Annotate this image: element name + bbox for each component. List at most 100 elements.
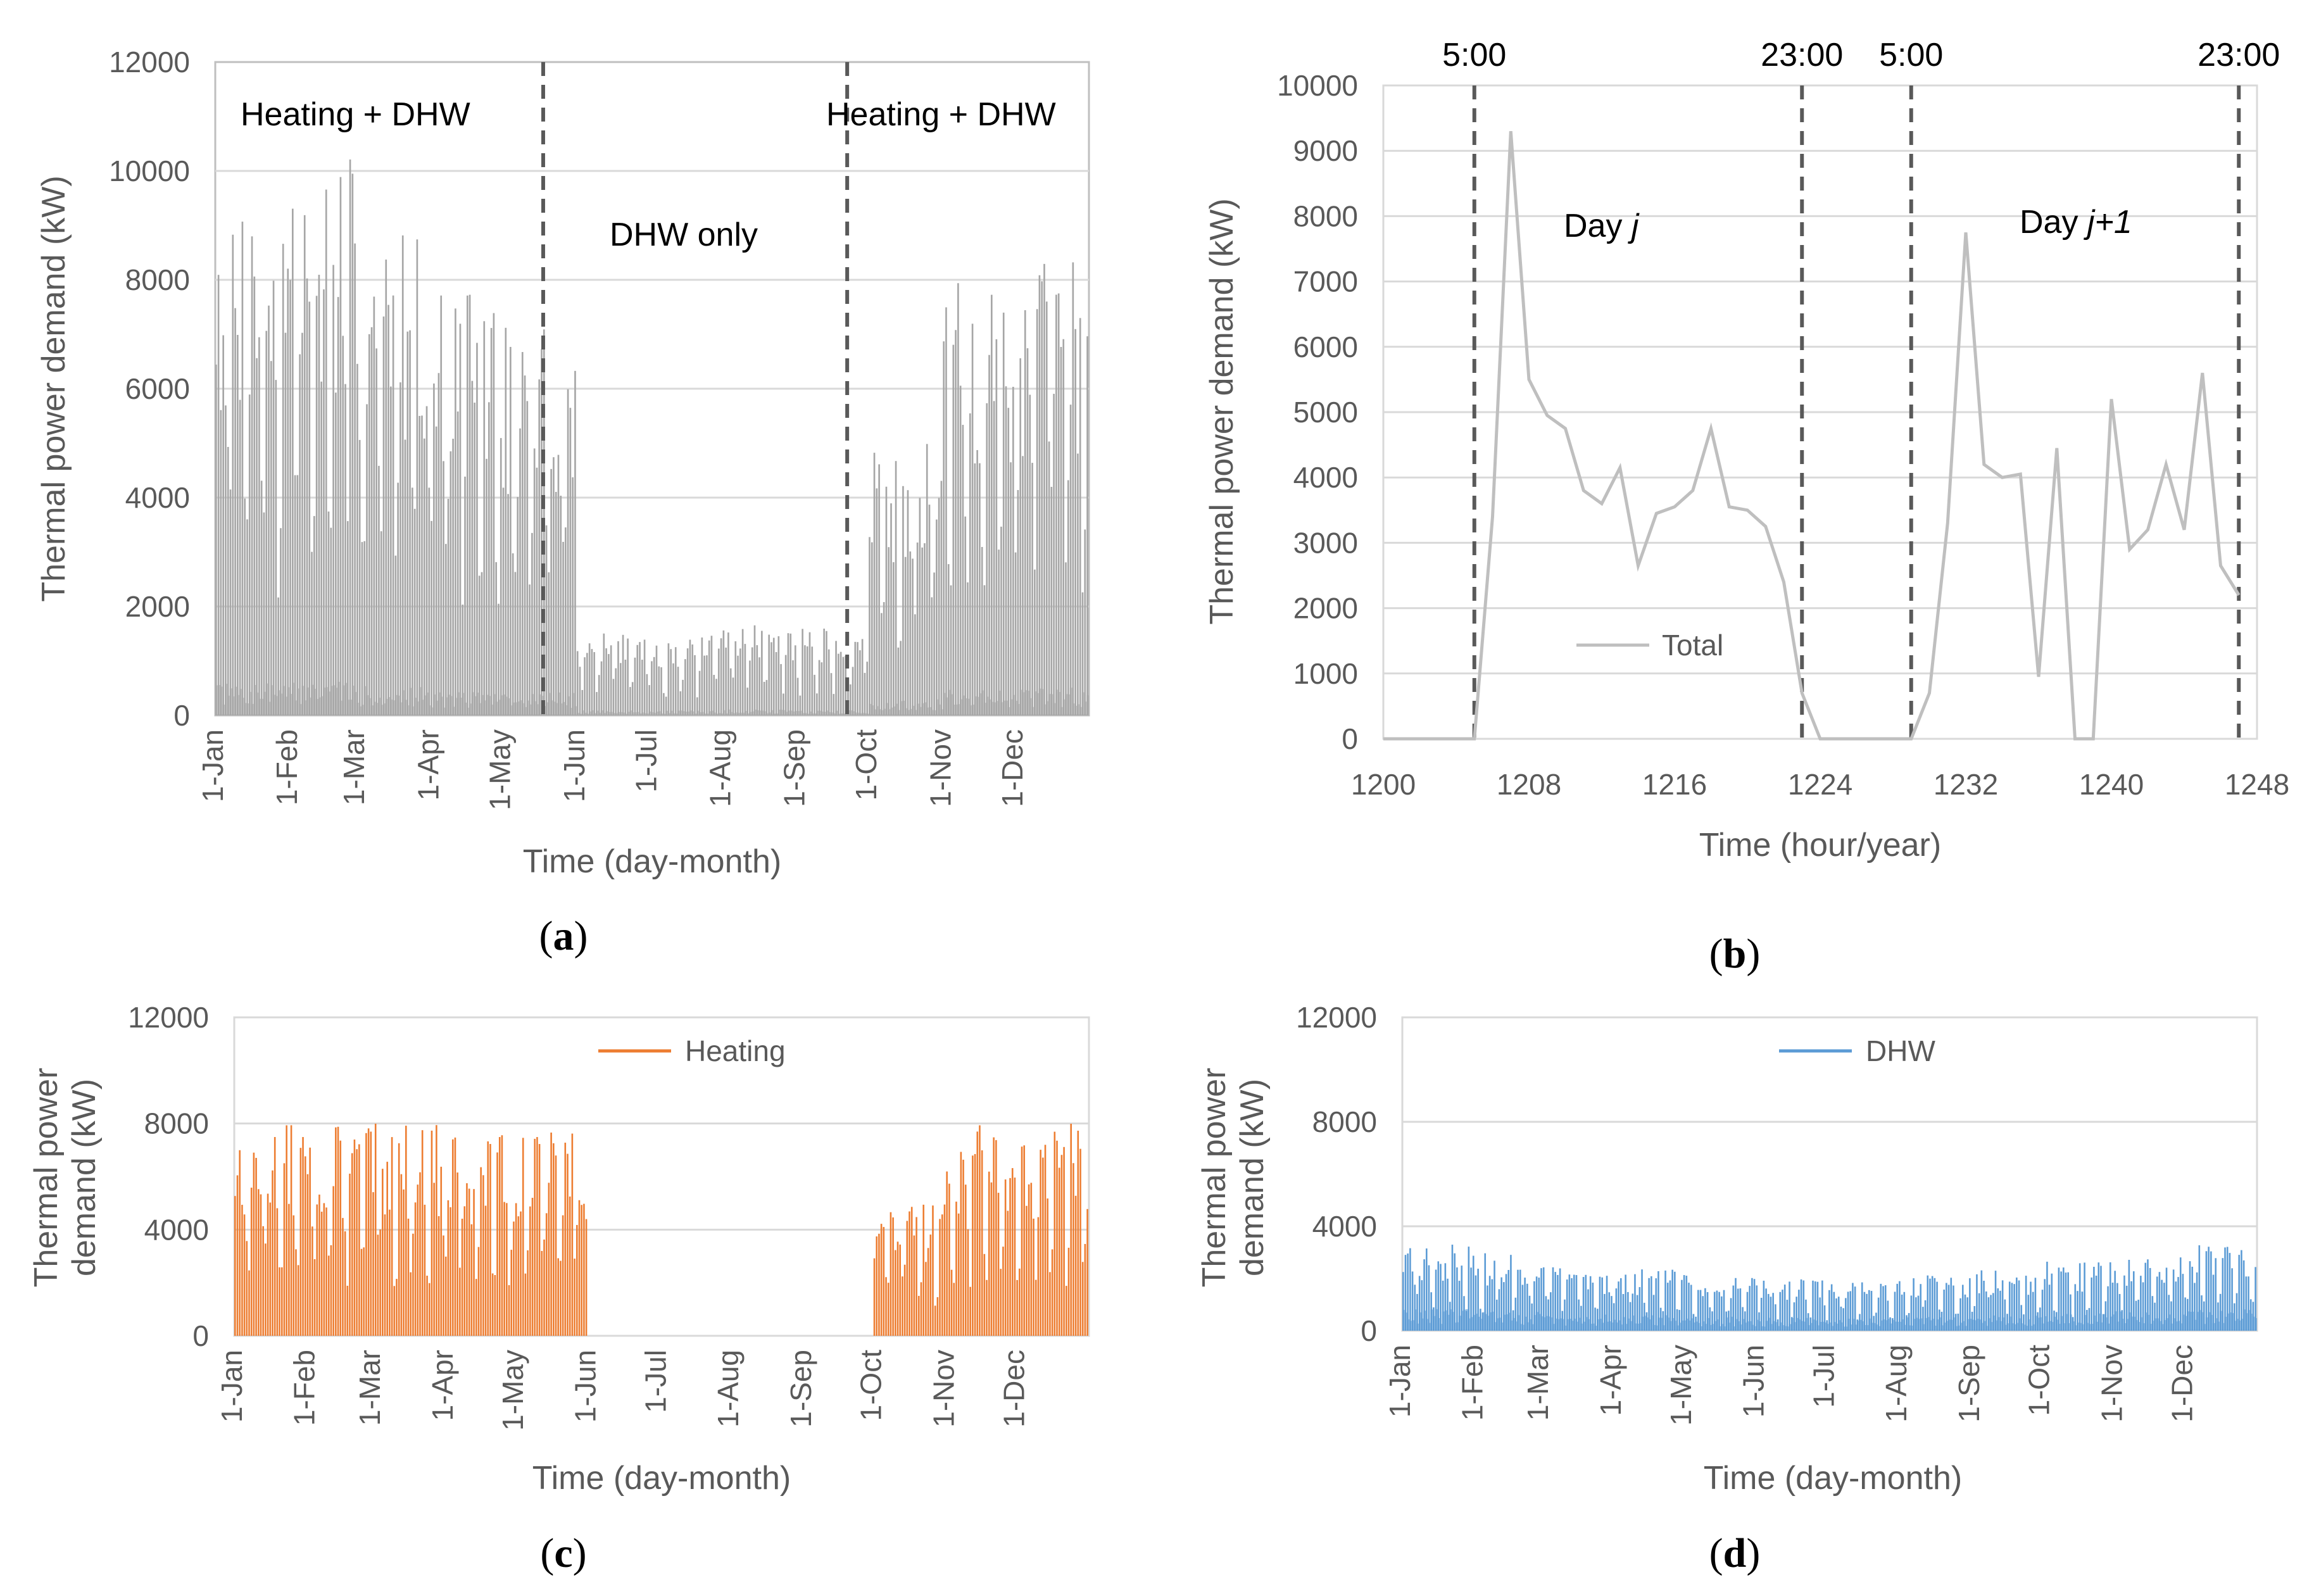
bar-base — [1447, 1314, 1449, 1331]
bar — [1004, 1179, 1007, 1336]
bar-base — [1498, 1317, 1501, 1331]
bar-base — [665, 710, 668, 715]
bar — [337, 297, 339, 715]
bar — [1067, 480, 1069, 715]
bar-base — [1625, 1324, 1628, 1331]
bar — [2046, 1261, 2048, 1331]
bar-base — [938, 704, 941, 715]
bar — [380, 531, 382, 715]
bar — [1069, 405, 1072, 715]
bar — [1983, 1281, 1985, 1331]
bar-base — [2060, 1316, 2063, 1331]
bar-base — [1622, 1317, 1625, 1331]
bar — [375, 348, 377, 715]
bar — [792, 660, 794, 715]
bar — [508, 1285, 510, 1336]
bar — [1026, 348, 1029, 715]
bar — [1589, 1276, 1592, 1331]
bar-base — [1908, 1325, 1911, 1331]
bar — [658, 666, 660, 715]
bar — [653, 657, 655, 715]
bar-base — [2070, 1314, 2072, 1331]
bar-base — [1430, 1309, 1433, 1331]
bar — [1920, 1284, 1921, 1331]
y-tick-label: 7000 — [1293, 265, 1358, 298]
bar — [299, 354, 301, 715]
bar — [1702, 1296, 1704, 1331]
x-tick-label: 1-Nov — [2095, 1345, 2128, 1423]
bar — [541, 349, 543, 715]
bar — [922, 1204, 924, 1336]
bar — [684, 659, 686, 715]
bar — [1985, 1291, 1987, 1331]
bar — [962, 1159, 964, 1336]
bar-base — [1915, 1317, 1918, 1331]
x-tick-label: 1-Jan — [196, 729, 229, 802]
bar-base — [622, 712, 625, 715]
bar — [904, 556, 907, 715]
bar-base — [584, 712, 587, 715]
bar — [1414, 1285, 1416, 1331]
bar-base — [1618, 1320, 1620, 1331]
bar-base — [435, 700, 438, 715]
bar — [986, 1279, 988, 1336]
bar-base — [1528, 1319, 1531, 1331]
bar — [522, 1138, 524, 1336]
bar — [313, 516, 315, 715]
bar — [277, 597, 279, 715]
bar-base — [1913, 1319, 1915, 1331]
bar — [2182, 1274, 2184, 1331]
bar-base — [679, 710, 682, 715]
bar — [545, 1213, 548, 1336]
bar — [1947, 1285, 1950, 1331]
bar — [541, 1250, 543, 1336]
bar — [454, 1137, 456, 1336]
bar-base — [1952, 1317, 1955, 1331]
bar-base — [1964, 1326, 1967, 1331]
bar-base — [2208, 1312, 2211, 1331]
bar — [332, 265, 334, 716]
y-tick-label: 3000 — [1293, 526, 1358, 559]
bar — [1657, 1271, 1659, 1331]
bar-base — [2147, 1314, 2149, 1331]
bar — [463, 1206, 466, 1336]
bar — [344, 1231, 346, 1336]
bar — [433, 1183, 435, 1336]
bar-base — [897, 710, 900, 715]
bar — [1470, 1267, 1472, 1331]
bar-base — [1575, 1321, 1578, 1331]
bar-base — [969, 705, 972, 715]
bar — [864, 672, 866, 715]
bar-base — [1772, 1321, 1775, 1331]
bar — [1409, 1248, 1411, 1331]
bar-base — [784, 712, 788, 715]
bar — [950, 585, 952, 715]
bar — [579, 667, 581, 715]
bar-base — [526, 700, 529, 715]
x-tick-label: 1-Apr — [426, 1350, 459, 1421]
bar — [481, 572, 483, 715]
bar-base — [401, 690, 405, 715]
bar — [2212, 1274, 2215, 1331]
bar — [320, 1211, 323, 1336]
bar — [928, 505, 931, 715]
bar — [482, 1175, 484, 1336]
bar-base — [481, 694, 484, 715]
bar — [2111, 1283, 2114, 1331]
bar — [881, 613, 883, 715]
bar-base — [1814, 1320, 1817, 1331]
x-tick-label: 1-Jul — [1807, 1345, 1840, 1408]
bar — [487, 1141, 489, 1336]
bar-base — [1475, 1314, 1478, 1331]
bar — [1009, 1178, 1011, 1336]
bar-base — [1910, 1325, 1913, 1331]
bar — [1728, 1310, 1730, 1331]
y-tick-label: 0 — [192, 1319, 209, 1352]
bar-base — [2194, 1319, 2196, 1331]
bar — [682, 679, 684, 715]
bar — [480, 1167, 482, 1336]
bar — [1058, 1167, 1060, 1336]
bar-base — [1943, 1323, 1946, 1331]
bar-base — [770, 710, 773, 715]
